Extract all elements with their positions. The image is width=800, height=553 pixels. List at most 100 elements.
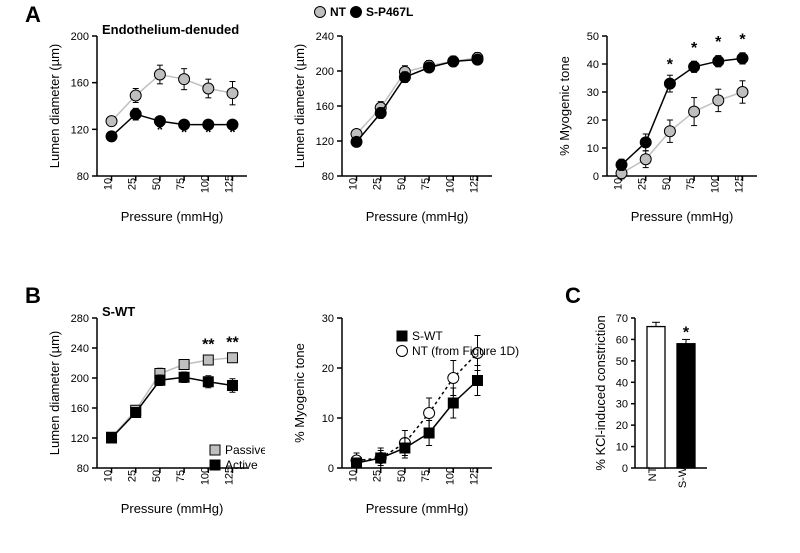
svg-text:25: 25 — [127, 178, 139, 190]
svg-text:100: 100 — [709, 175, 721, 193]
svg-text:75: 75 — [175, 470, 187, 482]
svg-text:280: 280 — [71, 313, 89, 325]
svg-text:25: 25 — [372, 178, 384, 190]
svg-text:*: * — [683, 324, 690, 341]
svg-text:*: * — [181, 125, 188, 142]
svg-text:30: 30 — [587, 87, 599, 99]
svg-text:120: 120 — [71, 433, 89, 445]
svg-text:200: 200 — [71, 31, 89, 43]
svg-text:Endothelium-denuded: Endothelium-denuded — [102, 22, 239, 37]
panel-b-label: B — [25, 283, 41, 309]
svg-text:Lumen diameter (µm): Lumen diameter (µm) — [47, 44, 62, 169]
svg-text:**: ** — [226, 334, 239, 351]
chart-c: 0 10 20 30 40 50 60 70 % KCl-induced constrictio… — [590, 300, 740, 525]
svg-text:125: 125 — [733, 175, 745, 193]
svg-text:0: 0 — [593, 171, 599, 183]
svg-text:Lumen diameter (µm): Lumen diameter (µm) — [47, 331, 62, 456]
svg-text:160: 160 — [71, 78, 89, 90]
svg-text:10: 10 — [613, 178, 625, 190]
svg-text:75: 75 — [685, 178, 697, 190]
svg-text:Lumen diameter (µm): Lumen diameter (µm) — [292, 44, 307, 169]
svg-text:% Myogenic tone: % Myogenic tone — [292, 343, 307, 443]
svg-text:80: 80 — [77, 463, 89, 475]
svg-text:0: 0 — [622, 463, 628, 475]
svg-text:100: 100 — [444, 175, 456, 193]
svg-text:10: 10 — [348, 470, 360, 482]
svg-text:Pressure (mmHg): Pressure (mmHg) — [121, 209, 224, 224]
svg-text:*: * — [691, 40, 698, 57]
svg-text:60: 60 — [616, 334, 628, 346]
svg-text:30: 30 — [616, 399, 628, 411]
svg-text:20: 20 — [616, 420, 628, 432]
svg-text:160: 160 — [316, 101, 334, 113]
svg-text:20: 20 — [322, 363, 334, 375]
svg-text:240: 240 — [316, 31, 334, 43]
svg-text:10: 10 — [103, 178, 115, 190]
panel-c-label: C — [565, 283, 581, 309]
chart-b2: 0 10 20 30 10 25 50 75 100 125 Pressure (mmHg) % My… — [290, 300, 530, 525]
svg-text:0: 0 — [328, 463, 334, 475]
svg-text:**: ** — [202, 337, 215, 354]
svg-text:75: 75 — [175, 178, 187, 190]
svg-text:S-WT: S-WT — [102, 304, 135, 319]
svg-text:40: 40 — [616, 377, 628, 389]
svg-text:50: 50 — [587, 31, 599, 43]
svg-text:Pressure (mmHg): Pressure (mmHg) — [121, 501, 224, 516]
svg-text:NT (from Figure 1D): NT (from Figure 1D) — [412, 344, 519, 358]
svg-text:10: 10 — [322, 413, 334, 425]
svg-text:125: 125 — [468, 467, 480, 485]
svg-text:10: 10 — [587, 143, 599, 155]
svg-text:*: * — [739, 31, 746, 48]
svg-text:50: 50 — [396, 470, 408, 482]
chart-a2: 8012016020024010255075100125Pressure (mm… — [290, 18, 510, 238]
svg-text:200: 200 — [316, 66, 334, 78]
svg-text:120: 120 — [71, 124, 89, 136]
svg-text:Pressure (mmHg): Pressure (mmHg) — [366, 209, 469, 224]
svg-text:200: 200 — [71, 373, 89, 385]
svg-text:10: 10 — [103, 470, 115, 482]
svg-text:NT: NT — [647, 466, 659, 481]
svg-text:240: 240 — [71, 343, 89, 355]
svg-text:*: * — [229, 125, 236, 142]
svg-text:50: 50 — [151, 470, 163, 482]
svg-text:25: 25 — [637, 178, 649, 190]
svg-text:NT: NT — [330, 5, 347, 19]
panel-a-label: A — [25, 2, 41, 28]
svg-text:*: * — [715, 34, 722, 51]
svg-text:*: * — [205, 125, 212, 142]
svg-text:*: * — [667, 57, 674, 74]
svg-text:25: 25 — [372, 470, 384, 482]
svg-text:S-P467L: S-P467L — [366, 5, 413, 19]
svg-text:80: 80 — [322, 171, 334, 183]
svg-text:S-WT: S-WT — [412, 329, 443, 343]
svg-text:160: 160 — [71, 403, 89, 415]
svg-text:Passive: Passive — [225, 443, 265, 457]
svg-text:25: 25 — [127, 470, 139, 482]
svg-text:Pressure (mmHg): Pressure (mmHg) — [366, 501, 469, 516]
svg-text:50: 50 — [661, 178, 673, 190]
svg-text:50: 50 — [616, 356, 628, 368]
svg-text:100: 100 — [444, 467, 456, 485]
svg-text:Active: Active — [225, 458, 258, 472]
svg-text:100: 100 — [199, 467, 211, 485]
svg-text:125: 125 — [223, 175, 235, 193]
svg-text:20: 20 — [587, 115, 599, 127]
svg-text:70: 70 — [616, 313, 628, 325]
legend-top: NT S-P467L — [310, 0, 510, 30]
svg-text:50: 50 — [396, 178, 408, 190]
chart-a3: 0102030405010255075100125Pressure (mmHg)… — [555, 18, 775, 238]
svg-text:125: 125 — [468, 175, 480, 193]
chart-b1: 8012016020024028010255075100125Pressure … — [45, 300, 265, 525]
svg-text:% Myogenic tone: % Myogenic tone — [557, 56, 572, 156]
svg-text:% KCl-induced constriction: % KCl-induced constriction — [593, 315, 608, 470]
svg-text:30: 30 — [322, 313, 334, 325]
svg-text:80: 80 — [77, 171, 89, 183]
svg-text:10: 10 — [616, 442, 628, 454]
svg-text:S-WT: S-WT — [677, 460, 689, 488]
chart-a1: 8012016020010255075100125Pressure (mmHg)… — [45, 18, 265, 238]
svg-text:75: 75 — [420, 178, 432, 190]
svg-text:*: * — [157, 122, 164, 139]
svg-text:75: 75 — [420, 470, 432, 482]
svg-text:40: 40 — [587, 59, 599, 71]
svg-text:50: 50 — [151, 178, 163, 190]
